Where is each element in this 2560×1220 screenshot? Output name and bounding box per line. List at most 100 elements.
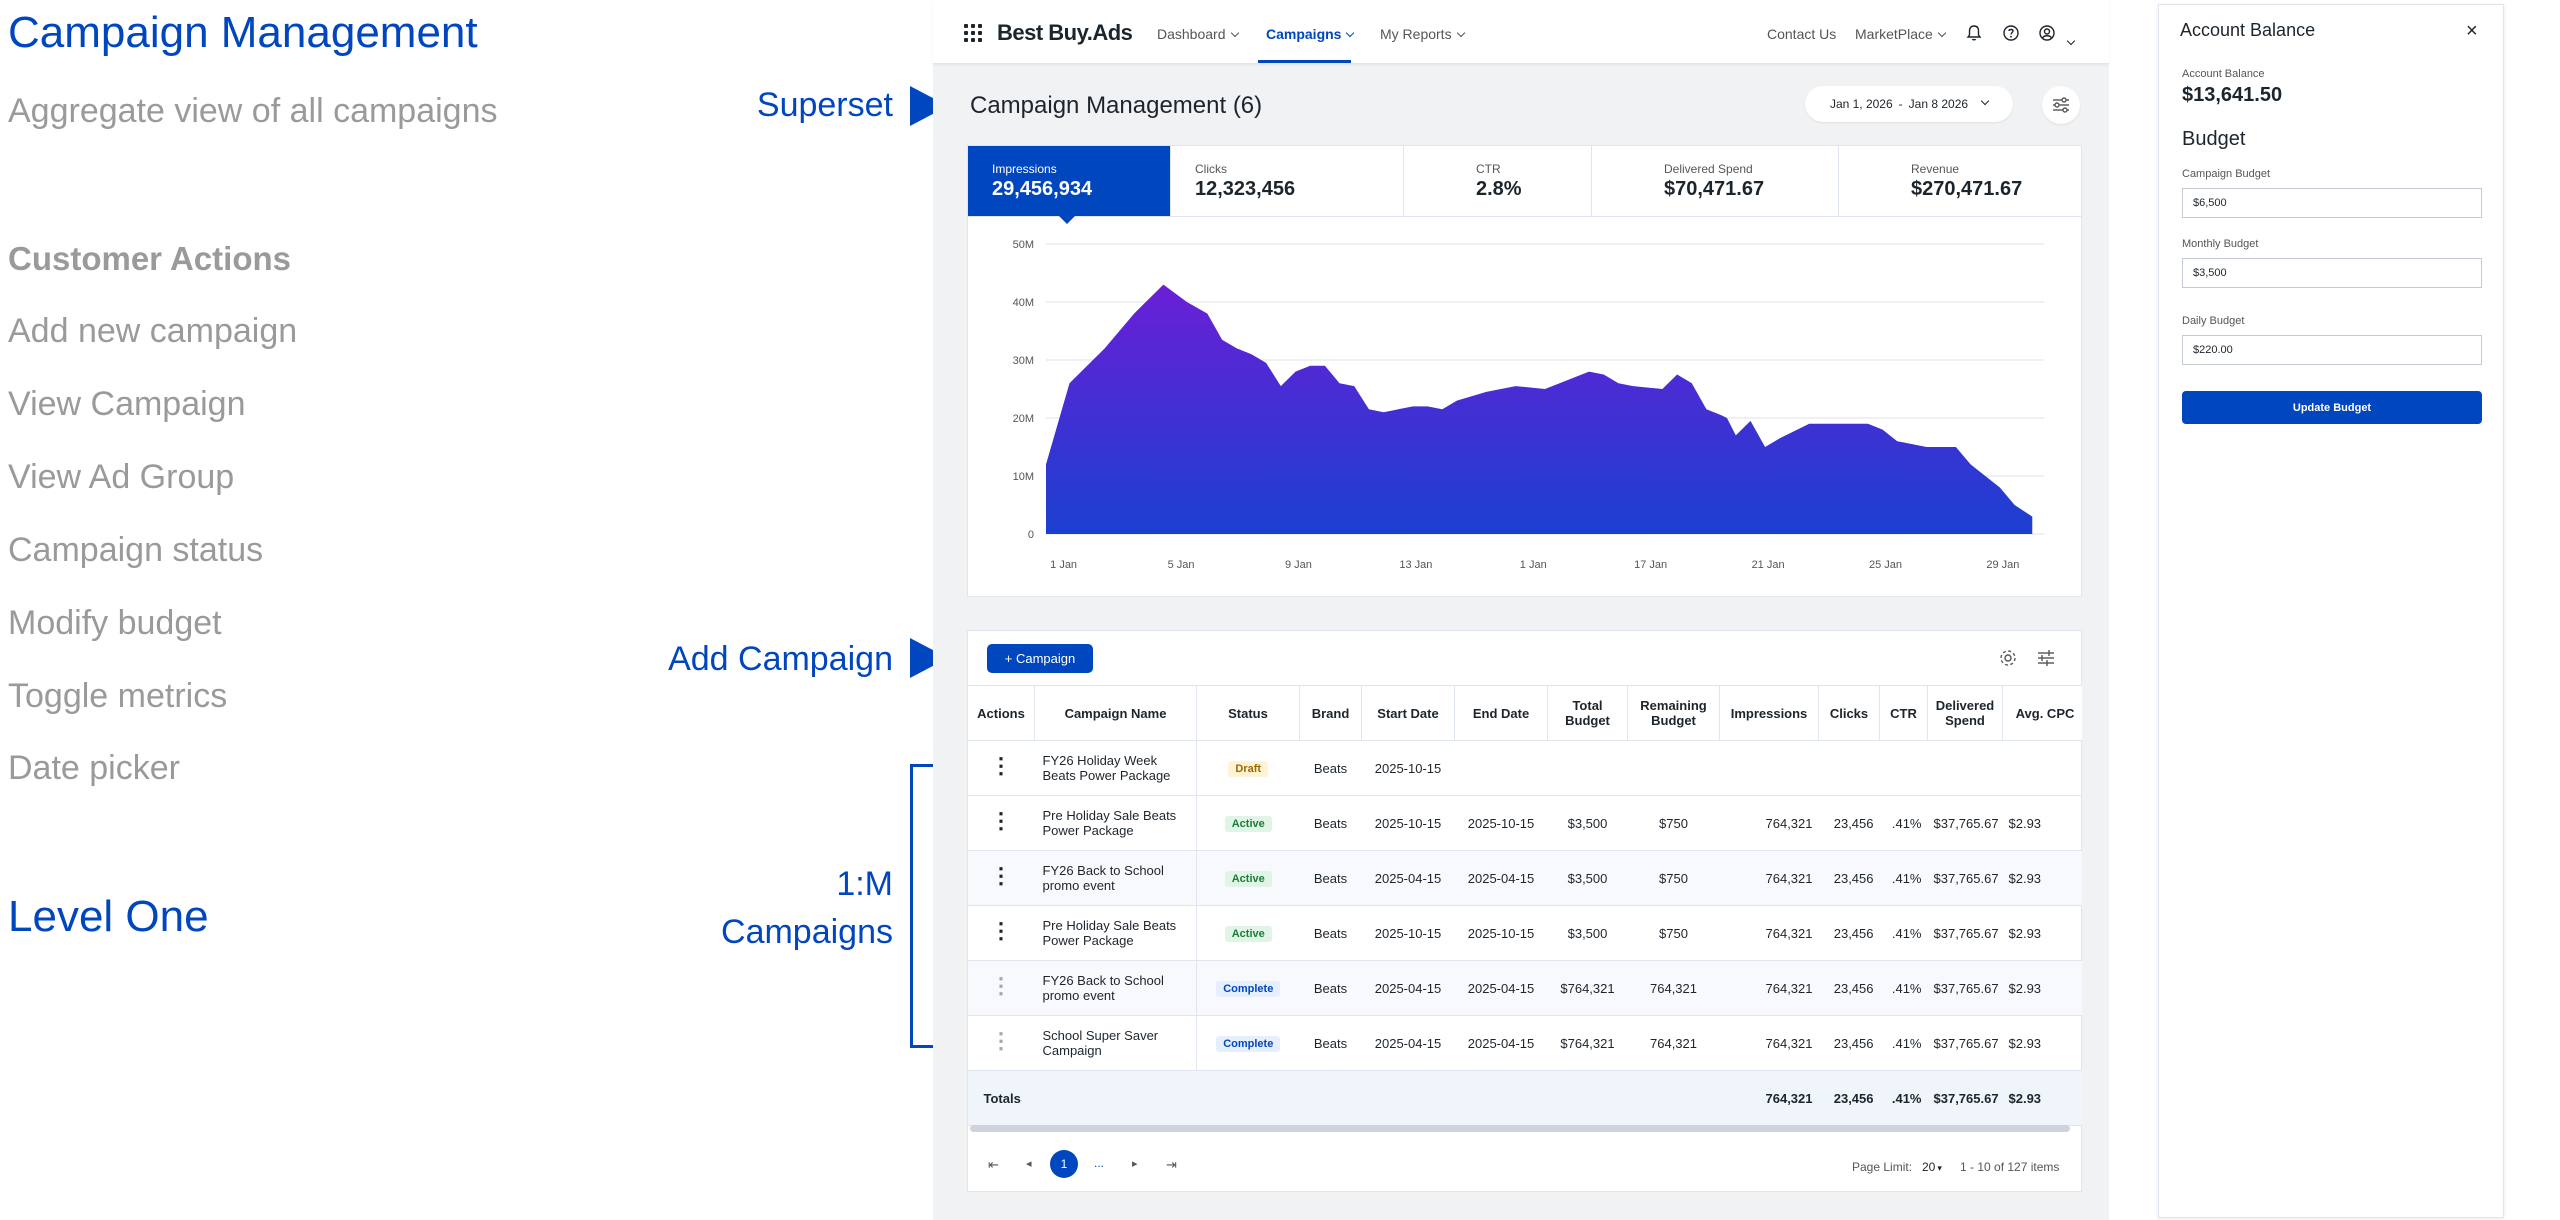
campaign-name-link[interactable]: FY26 Holiday Week Beats Power Package: [1034, 740, 1197, 796]
totals-avg-cpc: $2.93: [2002, 1070, 2082, 1126]
end-date-cell: 2025-10-15: [1454, 795, 1548, 851]
column-header-avg-cpc[interactable]: Avg. CPC: [2002, 685, 2082, 741]
campaign-budget-input[interactable]: $6,500: [2182, 188, 2482, 218]
date-picker[interactable]: Jan 1, 2026 - Jan 8 2026: [1805, 86, 2013, 122]
update-budget-button[interactable]: Update Budget: [2182, 391, 2482, 424]
table-row[interactable]: ⋮ FY26 Back to School promo event Comple…: [967, 960, 2082, 1016]
account-icon[interactable]: [2038, 24, 2056, 42]
start-date-cell: 2025-10-15: [1361, 905, 1455, 961]
monthly-budget-input[interactable]: $3,500: [2182, 258, 2482, 288]
metric-label: CTR: [1476, 162, 1501, 176]
remaining-budget-cell: [1627, 740, 1720, 796]
column-header-ctr[interactable]: CTR: [1879, 685, 1928, 741]
table-row[interactable]: ⋮ FY26 Back to School promo event Active…: [967, 850, 2082, 906]
metric-tile-revenue[interactable]: Revenue $270,471.67: [1839, 146, 2082, 216]
chevron-down-icon: [1230, 28, 1239, 38]
column-header-end-date[interactable]: End Date: [1454, 685, 1548, 741]
clicks-cell: [1818, 740, 1880, 796]
start-date-cell: 2025-10-15: [1361, 740, 1455, 796]
clicks-cell: 23,456: [1818, 905, 1880, 961]
column-header-total-budget[interactable]: Total Budget: [1547, 685, 1628, 741]
nav-dashboard[interactable]: Dashboard: [1157, 26, 1239, 42]
totals-empty-cell: [1454, 1070, 1548, 1126]
totals-empty-cell: [1547, 1070, 1628, 1126]
column-header-actions[interactable]: Actions: [967, 685, 1035, 741]
kebab-menu-icon[interactable]: ⋮: [990, 807, 1012, 833]
column-header-clicks[interactable]: Clicks: [1818, 685, 1880, 741]
column-header-start-date[interactable]: Start Date: [1361, 685, 1455, 741]
metric-tile-impressions[interactable]: Impressions 29,456,934: [968, 146, 1171, 216]
annotation-title: Campaign Management: [8, 8, 478, 57]
bell-icon[interactable]: [1965, 24, 1983, 42]
kebab-menu-icon[interactable]: ⋮: [990, 1027, 1012, 1053]
table-row[interactable]: ⋮ FY26 Holiday Week Beats Power Package …: [967, 740, 2082, 796]
filter-button[interactable]: [2042, 86, 2080, 124]
brand-logo[interactable]: Best Buy.Ads: [997, 20, 1133, 45]
last-page-icon[interactable]: ⇥: [1166, 1157, 1177, 1172]
next-page-icon[interactable]: ▸: [1132, 1158, 1138, 1170]
help-icon[interactable]: [2002, 24, 2020, 42]
total-budget-cell: $3,500: [1547, 905, 1628, 961]
campaign-name-link[interactable]: Pre Holiday Sale Beats Power Package: [1034, 795, 1197, 851]
page-ellipsis[interactable]: ...: [1094, 1156, 1105, 1170]
totals-impressions: 764,321: [1719, 1070, 1819, 1126]
metric-value: 29,456,934: [992, 178, 1093, 200]
prev-page-icon[interactable]: ◂: [1026, 1158, 1032, 1170]
column-settings-icon[interactable]: [2035, 647, 2057, 669]
kebab-menu-icon[interactable]: ⋮: [990, 752, 1012, 778]
y-tick-label: 10M: [1013, 471, 1034, 483]
nav-my-reports[interactable]: My Reports: [1380, 26, 1465, 42]
totals-clicks: 23,456: [1818, 1070, 1880, 1126]
impressions-area-chart[interactable]: 0 10M 20M 30M 40M 50M 1 Jan 5 Jan 9 Jan 13 Jan 1 J…: [968, 216, 2081, 596]
brand-cell: Beats: [1299, 740, 1362, 796]
metric-label: Impressions: [992, 162, 1057, 176]
kebab-menu-icon[interactable]: ⋮: [990, 917, 1012, 943]
metric-tile-delivered-spend[interactable]: Delivered Spend $70,471.67: [1592, 146, 1839, 216]
metric-tile-ctr[interactable]: CTR 2.8%: [1404, 146, 1592, 216]
status-badge: Complete: [1216, 980, 1281, 997]
status-badge: Draft: [1228, 760, 1269, 777]
column-header-campaign-name[interactable]: Campaign Name: [1034, 685, 1197, 741]
marketplace-menu[interactable]: MarketPlace: [1855, 26, 1947, 42]
page-current-button[interactable]: 1: [1050, 1150, 1078, 1178]
apps-grid-icon[interactable]: [964, 24, 982, 42]
metric-tile-clicks[interactable]: Clicks 12,323,456: [1171, 146, 1404, 216]
daily-budget-input[interactable]: $220.00: [2182, 335, 2482, 365]
delivered-spend-cell: $37,765.67: [1927, 850, 2003, 906]
campaign-name-link[interactable]: Pre Holiday Sale Beats Power Package: [1034, 905, 1197, 961]
impressions-area-series: [1046, 284, 2033, 534]
column-header-remaining-budget[interactable]: Remaining Budget: [1627, 685, 1720, 741]
page-limit-value: 20: [1922, 1160, 1936, 1174]
x-tick-label: 13 Jan: [1399, 559, 1432, 571]
table-row[interactable]: ⋮ Pre Holiday Sale Beats Power Package A…: [967, 795, 2082, 851]
table-row[interactable]: ⋮ Pre Holiday Sale Beats Power Package A…: [967, 905, 2082, 961]
campaigns-table-container: Actions Campaign Name Status Brand Start…: [967, 685, 2082, 1126]
metric-value: $70,471.67: [1664, 178, 1765, 200]
campaign-name-link[interactable]: School Super Saver Campaign: [1034, 1015, 1197, 1071]
status-cell: Active: [1196, 850, 1300, 906]
settings-gear-icon[interactable]: [1997, 647, 2019, 669]
status-cell: Complete: [1196, 1015, 1300, 1071]
customer-action-item: Add new campaign: [8, 312, 298, 350]
metric-label: Delivered Spend: [1664, 162, 1753, 176]
column-header-status[interactable]: Status: [1196, 685, 1300, 741]
contact-us-link[interactable]: Contact Us: [1767, 26, 1837, 42]
column-header-impressions[interactable]: Impressions: [1719, 685, 1819, 741]
add-campaign-button[interactable]: + Campaign: [987, 644, 1093, 673]
callout-add-campaign: Add Campaign: [668, 640, 893, 678]
first-page-icon[interactable]: ⇤: [988, 1157, 999, 1172]
close-icon[interactable]: ×: [2466, 20, 2478, 42]
campaign-name-link[interactable]: FY26 Back to School promo event: [1034, 850, 1197, 906]
row-actions-cell: ⋮: [967, 795, 1035, 851]
nav-campaigns[interactable]: Campaigns: [1266, 26, 1355, 42]
column-header-brand[interactable]: Brand: [1299, 685, 1362, 741]
metric-value: 12,323,456: [1195, 178, 1296, 200]
table-row[interactable]: ⋮ School Super Saver Campaign Complete B…: [967, 1015, 2082, 1071]
page-limit-select[interactable]: 20 ▾: [1922, 1160, 1942, 1174]
kebab-menu-icon[interactable]: ⋮: [990, 972, 1012, 998]
campaign-name-link[interactable]: FY26 Back to School promo event: [1034, 960, 1197, 1016]
table-horizontal-scrollbar[interactable]: [970, 1125, 2070, 1132]
column-header-delivered-spend[interactable]: Delivered Spend: [1927, 685, 2003, 741]
chevron-down-icon: [1346, 28, 1355, 38]
kebab-menu-icon[interactable]: ⋮: [990, 862, 1012, 888]
